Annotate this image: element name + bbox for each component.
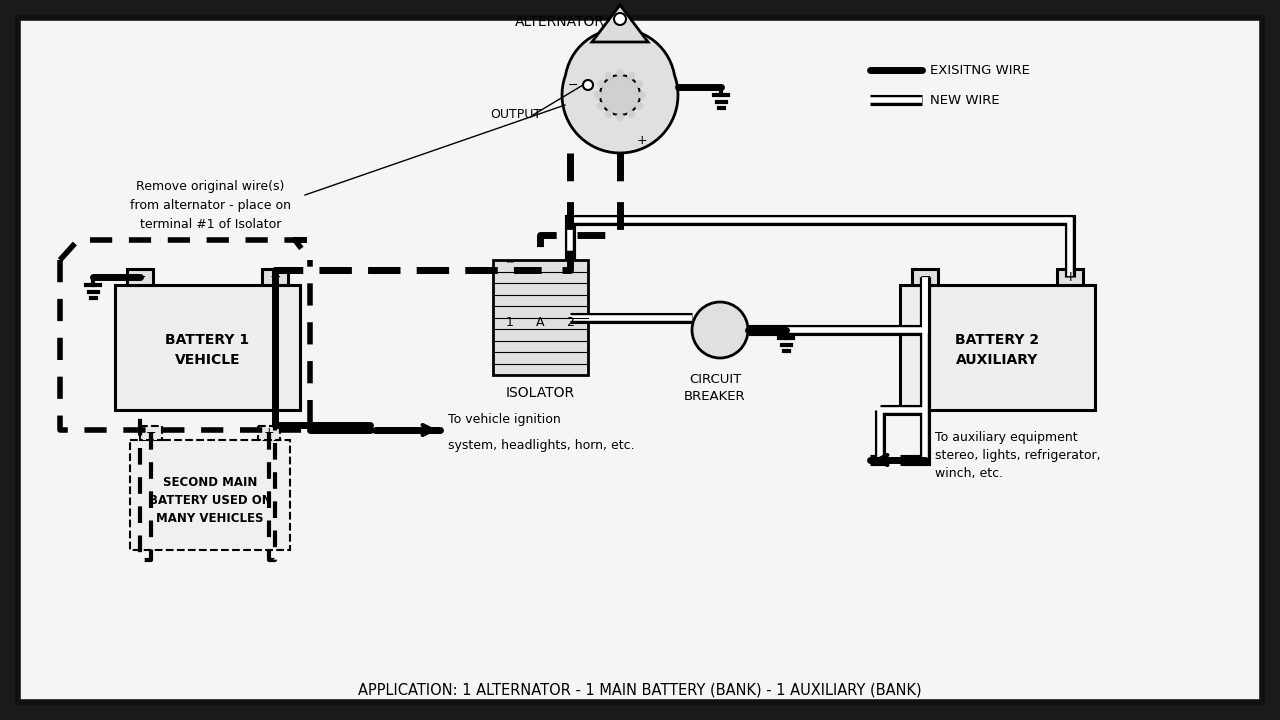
Circle shape xyxy=(616,113,625,121)
Text: ALTERNATOR: ALTERNATOR xyxy=(515,15,605,29)
Circle shape xyxy=(616,69,625,77)
Bar xyxy=(262,269,288,285)
Text: −: − xyxy=(146,426,156,439)
Bar xyxy=(911,269,938,285)
Text: winch, etc.: winch, etc. xyxy=(934,467,1004,480)
Bar xyxy=(1057,269,1083,285)
Text: To auxiliary equipment: To auxiliary equipment xyxy=(934,431,1078,444)
Polygon shape xyxy=(562,29,678,153)
Circle shape xyxy=(596,102,605,110)
Text: −: − xyxy=(567,78,579,91)
Circle shape xyxy=(627,110,635,118)
Text: +: + xyxy=(1064,270,1075,284)
Circle shape xyxy=(692,302,748,358)
Text: EXISITNG WIRE: EXISITNG WIRE xyxy=(931,63,1030,76)
Bar xyxy=(259,426,280,440)
Text: To vehicle ignition: To vehicle ignition xyxy=(448,413,561,426)
Text: BATTERY 2: BATTERY 2 xyxy=(955,333,1039,346)
Circle shape xyxy=(614,13,626,25)
Bar xyxy=(900,285,1094,410)
Circle shape xyxy=(605,110,613,118)
Circle shape xyxy=(600,75,640,115)
Bar xyxy=(127,269,154,285)
Text: VEHICLE: VEHICLE xyxy=(174,353,241,366)
Text: ISOLATOR: ISOLATOR xyxy=(506,386,575,400)
Circle shape xyxy=(635,80,643,88)
Text: 2: 2 xyxy=(566,316,573,329)
Polygon shape xyxy=(591,5,648,42)
Circle shape xyxy=(596,80,605,88)
Text: −: − xyxy=(919,270,931,284)
Circle shape xyxy=(594,91,602,99)
Text: SECOND MAIN: SECOND MAIN xyxy=(163,477,257,490)
Circle shape xyxy=(637,91,646,99)
Text: +: + xyxy=(269,270,280,284)
Circle shape xyxy=(635,102,643,110)
Text: +: + xyxy=(264,426,274,439)
Bar xyxy=(493,260,588,375)
Bar xyxy=(140,426,163,440)
Text: system, headlights, horn, etc.: system, headlights, horn, etc. xyxy=(448,439,635,452)
Text: BATTERY 1: BATTERY 1 xyxy=(165,333,250,346)
Text: OUTPUT: OUTPUT xyxy=(490,109,541,122)
Text: MANY VEHICLES: MANY VEHICLES xyxy=(156,513,264,526)
Circle shape xyxy=(627,72,635,80)
Circle shape xyxy=(582,80,593,90)
Text: 1: 1 xyxy=(506,316,515,329)
Bar xyxy=(115,285,300,410)
Text: NEW WIRE: NEW WIRE xyxy=(931,94,1000,107)
Bar xyxy=(131,440,291,550)
Text: CIRCUIT: CIRCUIT xyxy=(689,373,741,386)
Text: Remove original wire(s)
from alternator - place on
terminal #1 of Isolator: Remove original wire(s) from alternator … xyxy=(131,180,291,231)
Text: +: + xyxy=(637,135,648,148)
Text: BREAKER: BREAKER xyxy=(685,390,746,403)
Circle shape xyxy=(605,72,613,80)
Text: BATTERY USED ON: BATTERY USED ON xyxy=(148,495,271,508)
Text: −: − xyxy=(134,270,146,284)
Text: stereo, lights, refrigerator,: stereo, lights, refrigerator, xyxy=(934,449,1101,462)
Text: AUXILIARY: AUXILIARY xyxy=(956,353,1038,366)
Text: A: A xyxy=(536,316,544,329)
Text: APPLICATION: 1 ALTERNATOR - 1 MAIN BATTERY (BANK) - 1 AUXILIARY (BANK): APPLICATION: 1 ALTERNATOR - 1 MAIN BATTE… xyxy=(358,683,922,698)
